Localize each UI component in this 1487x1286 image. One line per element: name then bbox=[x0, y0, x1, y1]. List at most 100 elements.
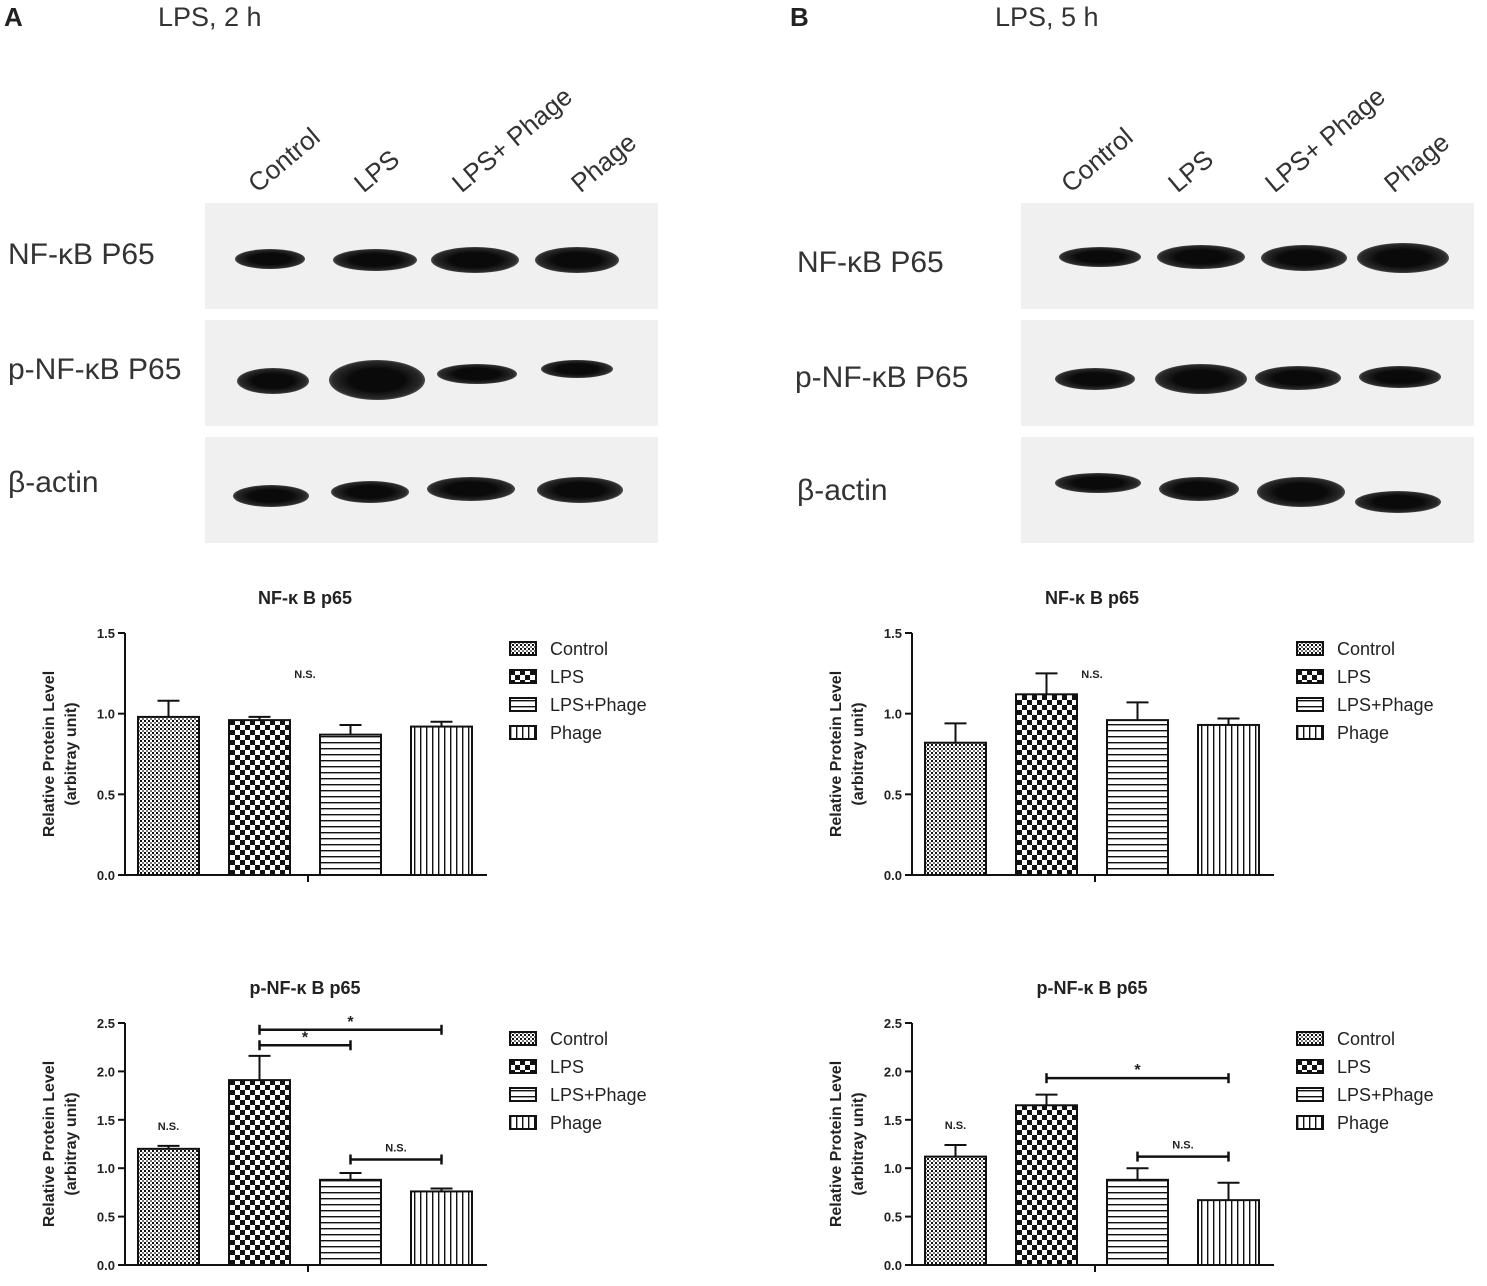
legend-label: Control bbox=[1337, 1029, 1395, 1049]
legend-swatch bbox=[1296, 1087, 1324, 1102]
y-tick-label: 0.5 bbox=[97, 787, 115, 802]
y-tick-label: 2.0 bbox=[884, 1064, 902, 1079]
row-label-p-nfkb: p-NF-κB P65 bbox=[8, 353, 182, 386]
bar-control bbox=[137, 715, 200, 876]
significance-label: N.S. bbox=[945, 1120, 966, 1132]
lane-label-lps-phage: LPS+ Phage bbox=[1259, 80, 1391, 199]
y-axis-label-unit: (arbitray unit) bbox=[63, 1092, 80, 1195]
bar-lps-phage bbox=[319, 733, 382, 876]
legend-label: LPS+Phage bbox=[1337, 1085, 1434, 1105]
y-tick-label: 0.0 bbox=[884, 1258, 902, 1273]
y-tick-label: 1.5 bbox=[97, 626, 115, 641]
bar-control bbox=[924, 741, 987, 876]
band bbox=[235, 249, 305, 269]
lane-label-control: Control bbox=[242, 121, 326, 199]
band bbox=[329, 360, 425, 400]
legend-swatch bbox=[509, 669, 537, 684]
row-label-actin: β-actin bbox=[797, 474, 888, 507]
legend-label: Phage bbox=[550, 723, 602, 743]
significance-label: N.S. bbox=[294, 669, 315, 681]
y-tick-label: 1.5 bbox=[884, 626, 902, 641]
bar-lps bbox=[228, 1079, 291, 1266]
legend-swatch bbox=[509, 1031, 537, 1046]
bar-chart-p-nfkb-5h: p-NF-κ B p65 Relative Protein Level (arbit… bbox=[828, 978, 1434, 1273]
y-axis-label: Relative Protein Level bbox=[41, 671, 58, 837]
lane-label-control: Control bbox=[1055, 121, 1139, 199]
legend-swatch bbox=[509, 1059, 537, 1074]
lane-label-lps-phage: LPS+ Phage bbox=[446, 80, 578, 199]
y-tick-label: 1.0 bbox=[884, 1161, 902, 1176]
y-tick-label: 0.5 bbox=[884, 787, 902, 802]
y-tick-label: 1.0 bbox=[884, 707, 902, 722]
bar-lps-phage bbox=[1106, 719, 1169, 876]
y-tick-label: 2.5 bbox=[884, 1016, 902, 1031]
y-tick-label: 1.5 bbox=[884, 1113, 902, 1128]
bar-control bbox=[137, 1147, 200, 1266]
y-tick-label: 2.5 bbox=[97, 1016, 115, 1031]
chart-title: NF-κ B p65 bbox=[258, 588, 352, 608]
bar-phage bbox=[410, 725, 473, 876]
band bbox=[437, 364, 517, 384]
band bbox=[1255, 366, 1341, 390]
legend-swatch bbox=[1296, 1115, 1324, 1130]
panel-title-a: LPS, 2 h bbox=[158, 2, 262, 32]
row-label-nfkb: NF-κB P65 bbox=[797, 246, 944, 279]
bar-lps-phage bbox=[1106, 1178, 1169, 1266]
legend-swatch bbox=[1296, 1059, 1324, 1074]
bar-phage bbox=[1197, 1199, 1260, 1266]
band bbox=[1357, 243, 1449, 273]
legend-label: Phage bbox=[1337, 1113, 1389, 1133]
band bbox=[431, 247, 519, 273]
band bbox=[1055, 473, 1141, 493]
y-tick-label: 1.0 bbox=[97, 1161, 115, 1176]
significance-label: N.S. bbox=[158, 1121, 179, 1133]
band bbox=[1257, 477, 1345, 507]
legend-label: Control bbox=[550, 639, 608, 659]
band bbox=[1155, 364, 1247, 394]
y-tick-label: 1.5 bbox=[97, 1113, 115, 1128]
legend-label: LPS+Phage bbox=[550, 695, 647, 715]
band bbox=[1157, 245, 1245, 269]
blot-nfkb-panel-a bbox=[205, 203, 658, 309]
y-axis-label: Relative Protein Level bbox=[41, 1061, 58, 1227]
bar-chart-nfkb-2h: NF-κ B p65 Relative Protein Level (arbitra… bbox=[41, 588, 647, 883]
significance-label: * bbox=[302, 1029, 309, 1046]
chart-title: p-NF-κ B p65 bbox=[1036, 978, 1147, 998]
band bbox=[331, 481, 409, 503]
y-tick-label: 0.5 bbox=[97, 1210, 115, 1225]
lane-label-lps: LPS bbox=[348, 143, 406, 199]
bar-phage bbox=[1197, 723, 1260, 876]
y-tick-label: 0.0 bbox=[97, 868, 115, 883]
bar-lps bbox=[1015, 693, 1078, 876]
legend-label: LPS bbox=[1337, 1057, 1371, 1077]
legend-label: LPS bbox=[1337, 667, 1371, 687]
blot-p-nfkb-panel-b bbox=[1021, 320, 1474, 426]
significance-label: * bbox=[347, 1014, 354, 1031]
bar-chart-nfkb-5h: NF-κ B p65 Relative Protein Level (arbitra… bbox=[828, 588, 1434, 883]
lane-label-phage: Phage bbox=[1378, 126, 1455, 199]
bar-lps bbox=[1015, 1104, 1078, 1266]
band bbox=[233, 485, 309, 507]
band bbox=[1159, 477, 1239, 501]
chart-title: p-NF-κ B p65 bbox=[249, 978, 360, 998]
legend-label: LPS bbox=[550, 1057, 584, 1077]
lane-label-lps: LPS bbox=[1162, 143, 1220, 199]
band bbox=[1355, 491, 1441, 513]
legend-swatch bbox=[509, 1115, 537, 1130]
row-label-nfkb: NF-κB P65 bbox=[8, 238, 155, 271]
legend-label: LPS bbox=[550, 667, 584, 687]
bar-lps bbox=[228, 719, 291, 876]
significance-label: N.S. bbox=[1081, 669, 1102, 681]
y-axis-label: Relative Protein Level bbox=[828, 1061, 845, 1227]
legend-label: Control bbox=[1337, 639, 1395, 659]
band bbox=[541, 360, 613, 378]
band bbox=[1055, 368, 1135, 390]
legend-label: Phage bbox=[1337, 723, 1389, 743]
y-axis-label-unit: (arbitray unit) bbox=[850, 702, 867, 805]
significance-label: N.S. bbox=[385, 1142, 406, 1154]
legend-swatch bbox=[509, 1087, 537, 1102]
legend-swatch bbox=[1296, 669, 1324, 684]
band bbox=[1359, 366, 1441, 388]
bar-phage bbox=[410, 1190, 473, 1267]
y-tick-label: 2.0 bbox=[97, 1064, 115, 1079]
